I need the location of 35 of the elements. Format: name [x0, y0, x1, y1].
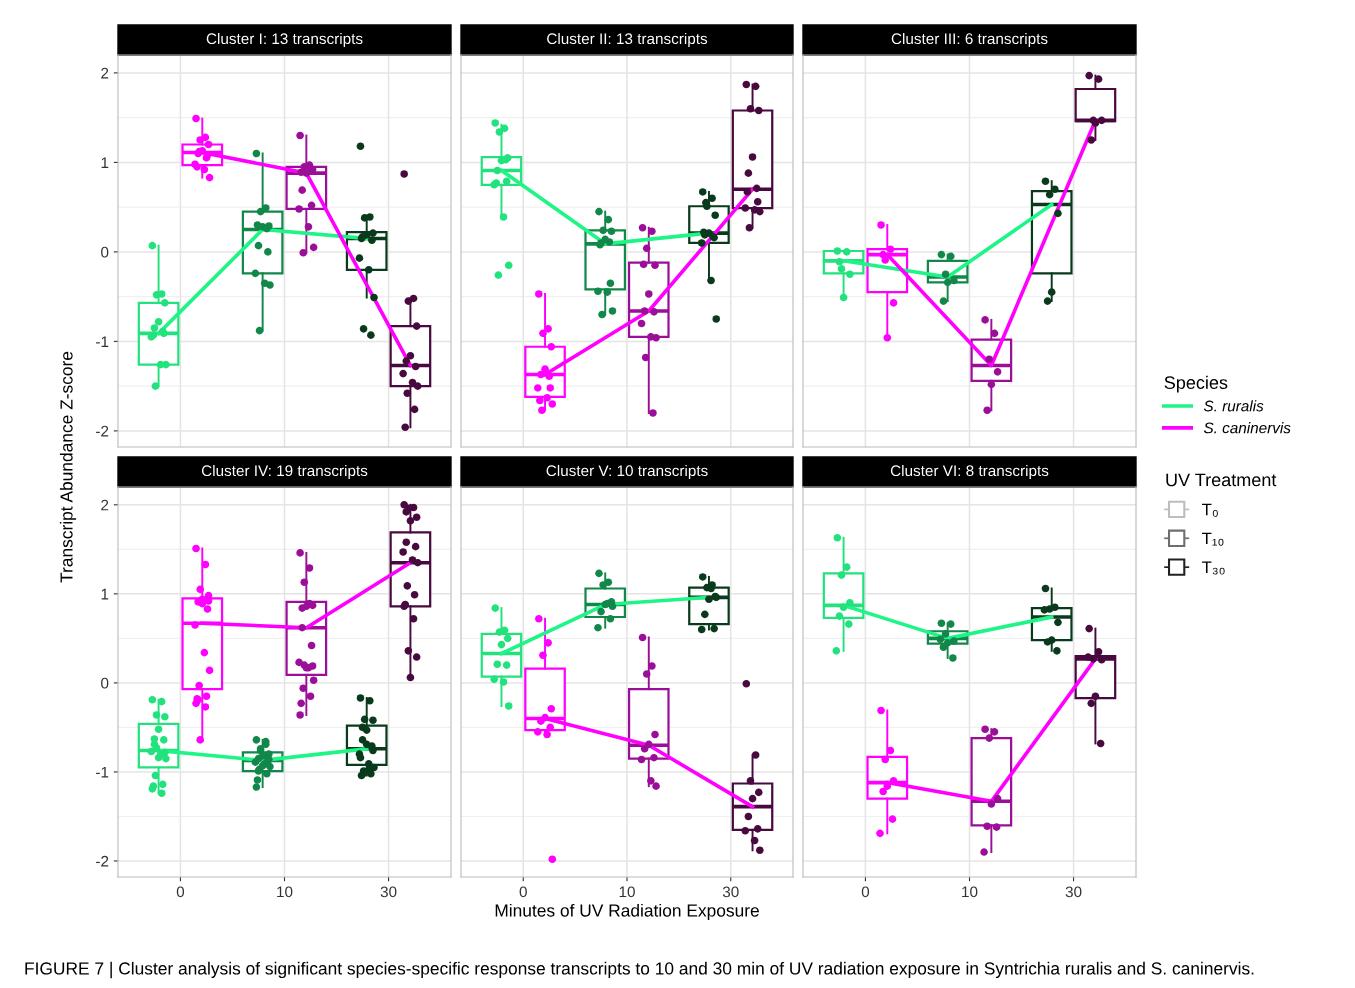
text: T₃₀ — [1202, 561, 1225, 575]
y-tick-label: 1 — [101, 157, 109, 168]
x-tick-label: 10 — [277, 886, 293, 898]
legend-label: S. ruralis — [1203, 400, 1264, 412]
y-tick-label: 0 — [101, 677, 109, 689]
x-tick-label: 0 — [519, 886, 527, 898]
x-tick-label: 30 — [722, 886, 739, 898]
text: T₁₀ — [1202, 532, 1224, 546]
y-tick-label: 2 — [101, 67, 109, 79]
y-tick-label: -2 — [96, 425, 109, 437]
chart-title: Cluster VI: 8 transcripts — [890, 464, 1049, 480]
y-tick-label: -1 — [96, 766, 109, 778]
x-tick-label: 10 — [962, 886, 978, 898]
x-tick-label: 30 — [1065, 886, 1082, 898]
chart-title: Cluster III: 6 transcripts — [891, 32, 1048, 48]
y-axis-title: Transcript Abundance Z-score — [59, 351, 77, 583]
text: T₀ — [1202, 503, 1218, 517]
y-tick-label: 0 — [101, 246, 109, 258]
y-tick-label: 1 — [101, 588, 109, 600]
text: UV Treatment — [1166, 473, 1277, 487]
y-tick-label: -1 — [96, 336, 109, 347]
chart-title: Cluster IV: 19 transcripts — [201, 464, 368, 480]
x-tick-label: 30 — [380, 886, 397, 898]
chart-title: Cluster II: 13 transcripts — [547, 32, 708, 48]
legend-title: Species — [1164, 375, 1228, 393]
chart-title: Cluster V: 10 transcripts — [546, 464, 708, 480]
chart-title: Cluster I: 13 transcripts — [206, 32, 363, 48]
x-axis-title: Minutes of UV Radiation Exposure — [495, 903, 759, 921]
x-tick-label: 0 — [176, 886, 185, 898]
caption: FIGURE 7 | Cluster analysis of significant species-specific response transcripts to 10 and 30 min of UV radiation exposure in Syntrichia ruralis and S. caninervis. — [25, 961, 1254, 979]
legend-label: S. caninervis — [1203, 422, 1291, 434]
y-tick-label: -2 — [96, 855, 109, 867]
y-tick-label: 2 — [101, 499, 109, 511]
x-tick-label: 0 — [861, 886, 870, 898]
x-tick-label: 10 — [619, 886, 635, 898]
